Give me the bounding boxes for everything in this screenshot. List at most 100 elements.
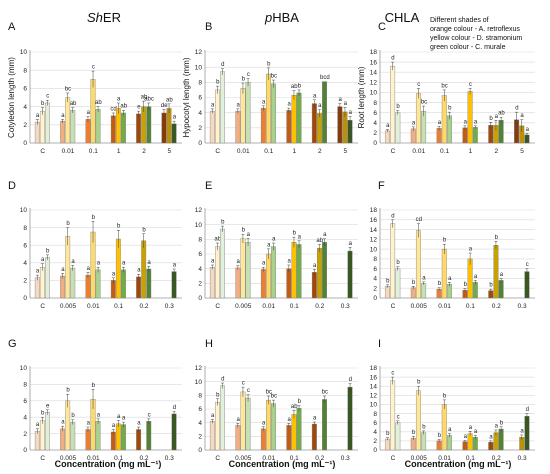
yellow-series-bar [342, 111, 348, 144]
x-tick-label: 0.1 [114, 303, 123, 310]
orange-series-bar [85, 274, 91, 299]
x-tick-label: 2 [142, 148, 146, 155]
y-tick-label: 4 [23, 104, 27, 111]
yellow-series-bar [266, 73, 271, 144]
green-series-bar [45, 102, 50, 144]
y-tick-label: 8 [373, 100, 377, 107]
yellow-series-bar [115, 238, 121, 299]
panel-i: I024681012141618Cbcc0.005bbb0.01bba0.1aa… [370, 338, 535, 462]
green-series-bar [524, 416, 530, 451]
y-tick-label: 12 [370, 237, 378, 244]
orange-series-bar [235, 267, 241, 299]
orange-series-bar [337, 106, 343, 144]
significance-letter: a [247, 232, 251, 238]
significance-letter: c [92, 65, 95, 71]
significance-letter: a [469, 425, 473, 431]
significance-letter: c [247, 388, 250, 394]
significance-letter: a [236, 417, 240, 423]
yellow-series-bar [467, 433, 473, 451]
green-series-bar [245, 82, 251, 144]
y-tick-label: 6 [373, 420, 377, 427]
y-tick-label: 16 [370, 374, 378, 381]
significance-letter: a [173, 115, 177, 121]
x-tick-label: 0.2 [139, 303, 148, 310]
orange-series-bar [161, 112, 167, 144]
significance-letter: b [71, 413, 75, 419]
y-tick-label: 12 [195, 207, 203, 214]
significance-letter: ab [214, 237, 221, 243]
orange-series-bar [136, 113, 142, 144]
x-tick-label: 5 [520, 148, 524, 155]
significance-letter: bc [322, 390, 328, 396]
y-tick-label: 2 [373, 438, 377, 445]
significance-letter: c [391, 371, 394, 377]
y-tick-label: 14 [370, 383, 378, 390]
yellow-series-bar [115, 423, 121, 451]
y-tick-label: 0 [23, 447, 27, 454]
yellow-series-bar [65, 400, 71, 451]
significance-letter: a [386, 123, 390, 129]
significance-letter: b [500, 420, 504, 426]
orange-series-bar [235, 425, 241, 451]
green-series-bar [296, 244, 302, 299]
significance-letter: a [36, 113, 40, 119]
x-tick-label: 0.005 [411, 455, 428, 462]
x-tick-label: 0.2 [315, 303, 324, 310]
green-series-bar [421, 283, 427, 299]
yellow-series-bar [390, 380, 396, 451]
significance-letter: b [386, 431, 390, 437]
column-title-phba: pHBA [264, 10, 299, 25]
significance-letter: b [216, 392, 220, 398]
x-tick-label: 5 [343, 148, 347, 155]
green-series-bar [95, 109, 101, 144]
significance-letter: b [386, 278, 390, 284]
y-tick-label: 10 [195, 379, 203, 386]
yellow-series-bar [240, 88, 246, 144]
green-series-bar [271, 246, 276, 299]
y-tick-label: 12 [195, 49, 203, 56]
x-tick-label: 0.1 [440, 148, 449, 155]
y-tick-label: 6 [198, 251, 202, 258]
yellow-series-bar [441, 95, 447, 144]
x-tick-label: 0.01 [438, 455, 451, 462]
significance-letter: a [469, 247, 473, 253]
significance-letter: a [495, 423, 499, 429]
x-tick-label: 0.2 [139, 455, 148, 462]
orange-series-bar [436, 128, 442, 144]
y-tick-label: 2 [198, 434, 202, 441]
green-series-bar [120, 112, 126, 144]
x-tick-label: 2 [494, 148, 498, 155]
significance-letter: b [242, 228, 246, 234]
significance-letter: c [148, 412, 151, 418]
green-series-bar [446, 284, 452, 299]
significance-letter: bc [271, 394, 277, 400]
significance-letter: d [221, 377, 224, 383]
panel-letter: G [8, 338, 17, 350]
significance-letter: bc [421, 100, 427, 106]
green-series-bar [45, 412, 50, 451]
x-tick-label: 1 [292, 148, 296, 155]
y-tick-label: 6 [373, 110, 377, 117]
significance-letter: b [443, 238, 447, 244]
significance-letter: a [61, 113, 65, 119]
y-tick-label: 10 [370, 90, 378, 97]
significance-letter: b [412, 430, 416, 436]
yellow-series-bar [240, 391, 246, 451]
green-series-bar [498, 280, 504, 299]
y-tick-label: 10 [20, 49, 28, 56]
orange-series-bar [384, 438, 390, 451]
yellow-series-bar [39, 110, 45, 144]
significance-letter: e [46, 403, 50, 409]
x-tick-label: 0.01 [87, 303, 100, 310]
significance-letter: a [422, 275, 426, 281]
yellow-series-bar [390, 223, 396, 299]
orange-series-bar [311, 423, 317, 451]
significance-letter: a [137, 268, 141, 274]
y-tick-label: 12 [370, 393, 378, 400]
y-tick-label: 0 [198, 447, 202, 454]
significance-letter: a [349, 110, 353, 116]
x-tick-label: C [215, 303, 220, 310]
y-tick-label: 2 [373, 285, 377, 292]
